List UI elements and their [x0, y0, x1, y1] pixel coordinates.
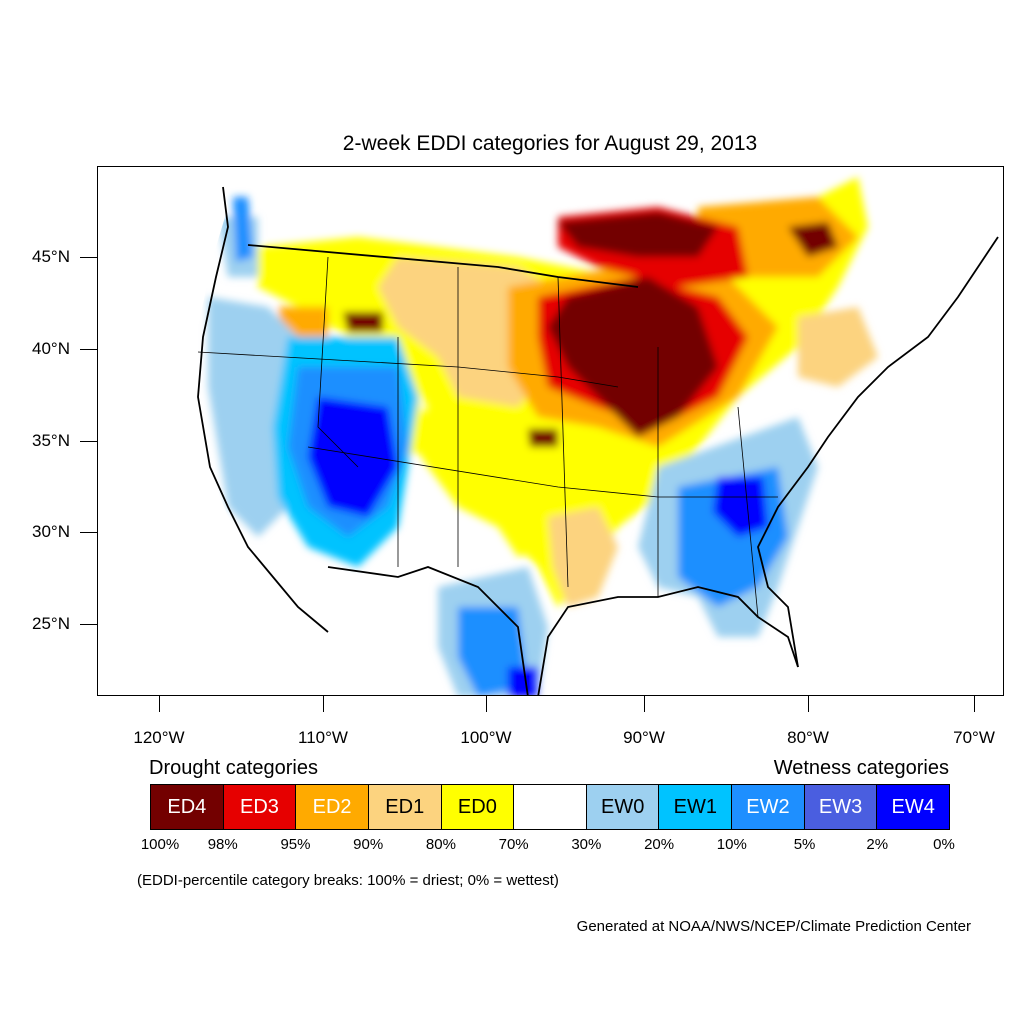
- lat-label-45: 45°N: [32, 247, 70, 266]
- break-label: 20%: [644, 836, 675, 853]
- map-title: 2-week EDDI categories for August 29, 20…: [342, 132, 758, 155]
- map-area: [97, 166, 1004, 696]
- eddi-field: [208, 177, 878, 695]
- lon-label-110: 110°W: [298, 728, 348, 747]
- lon-label-120: 120°W: [133, 728, 185, 747]
- lat-label-35: 35°N: [32, 431, 70, 450]
- lon-tick: [644, 696, 645, 712]
- lat-tick: [80, 349, 97, 350]
- legend-box-neutral: [514, 785, 587, 829]
- break-label: 98%: [207, 836, 238, 853]
- legend-box-ed0: ED0: [441, 785, 515, 829]
- credit-line: Generated at NOAA/NWS/NCEP/Climate Predi…: [576, 918, 971, 935]
- break-label: 90%: [353, 836, 384, 853]
- lat-tick: [80, 441, 97, 442]
- lon-tick: [486, 696, 487, 712]
- lon-tick: [974, 696, 975, 712]
- category-note: (EDDI-percentile category breaks: 100% =…: [137, 872, 559, 889]
- legend-box-ew3: EW3: [804, 785, 878, 829]
- lat-tick: [80, 257, 97, 258]
- lon-label-70: 70°W: [953, 728, 995, 747]
- lat-tick: [80, 624, 97, 625]
- break-label: 30%: [571, 836, 602, 853]
- lon-tick: [159, 696, 160, 712]
- legend-box-ed3: ED3: [223, 785, 297, 829]
- category-legend: ED4 ED3 ED2 ED1 ED0 EW0 EW1 EW2 EW3 EW4: [150, 784, 950, 830]
- break-label: 70%: [498, 836, 529, 853]
- state-borders: [197, 256, 778, 618]
- legend-box-ed1: ED1: [368, 785, 442, 829]
- eddi-map: [98, 167, 1003, 695]
- lon-tick: [323, 696, 324, 712]
- break-label: 2%: [866, 836, 889, 853]
- legend-box-ed2: ED2: [296, 785, 369, 829]
- lon-label-100: 100°W: [460, 728, 512, 747]
- legend-box-ed4: ED4: [151, 785, 224, 829]
- break-label: 5%: [793, 836, 816, 853]
- legend-box-ew2: EW2: [732, 785, 805, 829]
- wetness-categories-heading: Wetness categories: [773, 757, 949, 779]
- legend-box-ew4: EW4: [877, 785, 950, 829]
- break-label: 10%: [716, 836, 747, 853]
- break-label: 0%: [933, 836, 955, 853]
- drought-categories-heading: Drought categories: [149, 757, 318, 779]
- lon-label-90: 90°W: [623, 728, 665, 747]
- lat-tick: [80, 532, 97, 533]
- lat-label-40: 40°N: [32, 339, 70, 358]
- break-label: 100%: [140, 836, 180, 853]
- lon-label-80: 80°W: [787, 728, 829, 747]
- lat-label-30: 30°N: [32, 522, 70, 541]
- break-label: 95%: [280, 836, 311, 853]
- legend-box-ew0: EW0: [586, 785, 660, 829]
- legend-box-ew1: EW1: [659, 785, 733, 829]
- lon-tick: [808, 696, 809, 712]
- break-label: 80%: [425, 836, 456, 853]
- lat-label-25: 25°N: [32, 614, 70, 633]
- coastline: [197, 186, 999, 695]
